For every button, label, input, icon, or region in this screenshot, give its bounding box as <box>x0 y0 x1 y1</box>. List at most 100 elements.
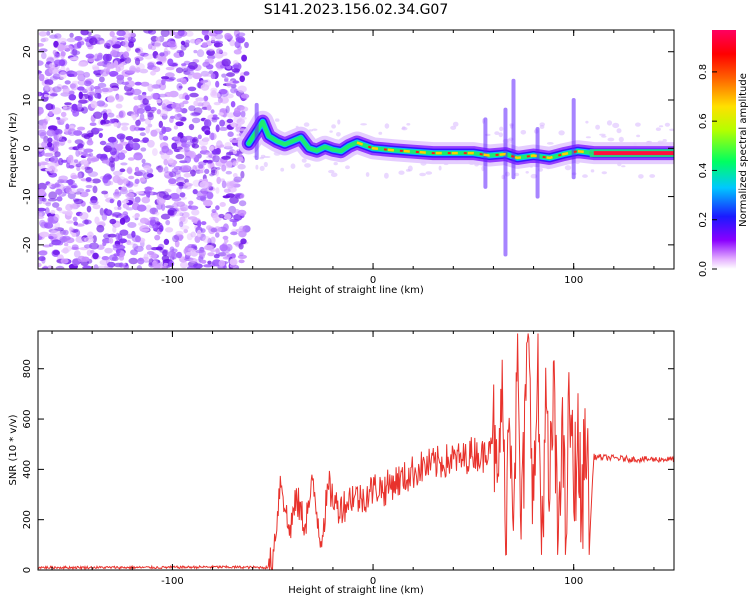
noise-blob <box>39 219 46 227</box>
faint-blob <box>616 128 622 134</box>
noise-blob <box>209 173 215 177</box>
noise-blob <box>221 58 231 67</box>
noise-blob <box>212 114 218 118</box>
faint-blob <box>601 135 607 138</box>
noise-blob <box>107 112 115 118</box>
noise-blob <box>233 49 242 55</box>
faint-blob <box>636 134 641 138</box>
noise-blob <box>78 71 83 77</box>
noise-blob <box>42 265 49 269</box>
noise-blob <box>45 103 54 111</box>
noise-blob <box>146 251 155 255</box>
noise-blob <box>65 123 70 130</box>
noise-blob <box>221 155 231 160</box>
noise-blob <box>215 232 220 238</box>
noise-blob <box>229 258 238 266</box>
noise-blob <box>84 236 94 243</box>
noise-blob <box>38 207 47 212</box>
noise-blob <box>221 164 227 172</box>
noise-blob <box>145 109 155 114</box>
noise-blob <box>174 240 180 248</box>
noise-blob <box>195 38 202 44</box>
noise-blob <box>52 86 62 93</box>
noise-blob <box>86 205 92 213</box>
noise-blob <box>79 191 89 198</box>
noise-blob <box>150 106 157 112</box>
noise-blob <box>85 184 93 189</box>
noise-blob <box>78 61 88 67</box>
faint-blob <box>606 120 613 126</box>
noise-blob <box>43 85 51 93</box>
noise-blob <box>112 175 121 184</box>
noise-blob <box>143 165 152 171</box>
noise-blob <box>73 198 84 204</box>
noise-blob <box>225 105 230 114</box>
noise-blob <box>120 186 128 192</box>
noise-blob <box>108 181 114 186</box>
noise-blob <box>208 226 216 235</box>
noise-blob <box>185 70 195 76</box>
noise-blob <box>116 74 125 81</box>
noise-blob <box>180 225 190 230</box>
noise-blob <box>112 44 121 49</box>
faint-blob <box>539 122 545 127</box>
noise-blob <box>109 31 115 37</box>
noise-blob <box>134 126 141 132</box>
noise-blob <box>94 216 100 225</box>
noise-blob <box>66 156 74 164</box>
noise-blob <box>116 30 126 37</box>
noise-blob <box>222 235 229 240</box>
noise-blob <box>109 118 115 124</box>
noise-blob <box>197 220 202 228</box>
noise-blob <box>74 191 82 195</box>
noise-blob <box>116 133 126 140</box>
faint-blob <box>635 122 641 127</box>
colorbar-tick-label: 0.4 <box>698 162 709 178</box>
noise-blob <box>101 87 110 93</box>
noise-blob <box>38 182 47 191</box>
noise-blob <box>71 103 78 111</box>
noise-blob <box>230 101 236 108</box>
noise-blob <box>50 209 56 215</box>
noise-blob <box>38 188 46 196</box>
faint-blob <box>255 164 259 170</box>
noise-blob <box>240 106 249 112</box>
noise-blob <box>81 133 89 138</box>
noise-blob <box>136 204 147 212</box>
noise-blob <box>192 59 200 63</box>
noise-blob <box>181 211 190 218</box>
noise-blob <box>101 190 108 195</box>
spectrogram-y-tick-label: -20 <box>22 237 33 253</box>
noise-blob <box>134 196 141 203</box>
noise-blob <box>134 178 140 184</box>
noise-blob <box>150 40 155 46</box>
noise-blob <box>190 231 196 238</box>
faint-blob <box>337 119 341 125</box>
noise-blob <box>68 94 77 101</box>
noise-blob <box>151 84 161 89</box>
noise-blob <box>139 177 146 182</box>
noise-blob <box>216 48 223 54</box>
noise-blob <box>95 73 102 78</box>
faint-blob <box>336 132 341 137</box>
noise-blob <box>38 73 45 82</box>
noise-blob <box>219 89 229 98</box>
noise-blob <box>38 250 48 256</box>
noise-blob <box>85 53 95 59</box>
noise-blob <box>213 226 222 233</box>
noise-blob <box>180 40 186 46</box>
noise-blob <box>233 176 243 183</box>
noise-blob <box>219 126 228 131</box>
faint-blob <box>655 127 662 131</box>
noise-blob <box>196 229 202 238</box>
noise-blob <box>175 146 183 150</box>
noise-blob <box>180 204 189 212</box>
noise-blob <box>127 222 137 228</box>
noise-blob <box>134 57 141 66</box>
noise-blob <box>62 105 68 110</box>
colorbar-tick-label: 0.0 <box>698 261 709 277</box>
noise-blob <box>201 30 209 36</box>
noise-blob <box>117 152 126 160</box>
noise-blob <box>47 125 58 131</box>
noise-blob <box>218 260 226 267</box>
